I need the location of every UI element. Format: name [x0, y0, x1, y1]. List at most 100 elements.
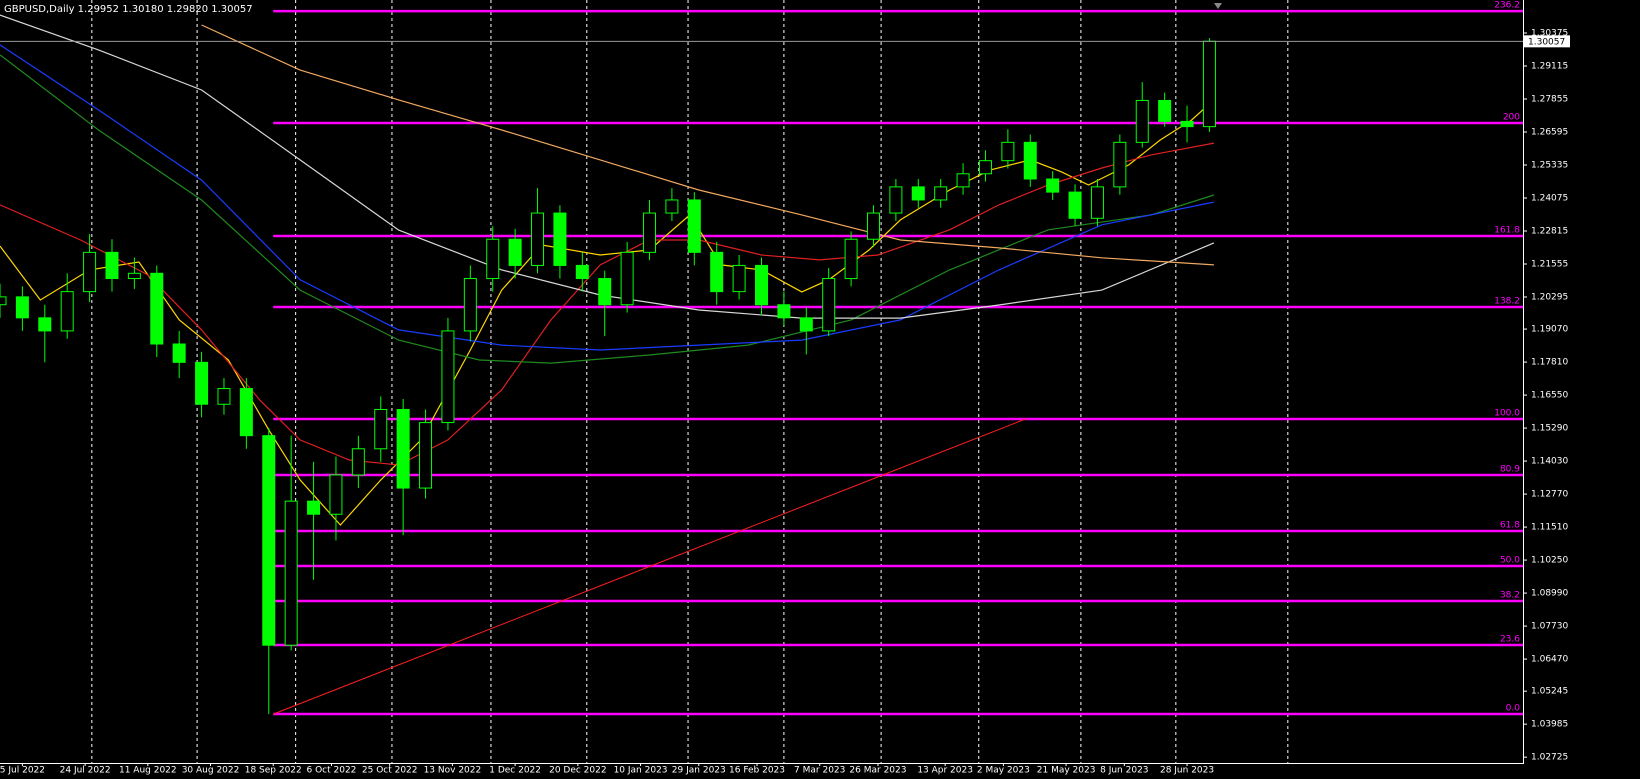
- candle-body: [643, 212, 657, 253]
- y-tick-label: 1.08990: [1531, 589, 1568, 599]
- x-tick-label: 8 Jun 2023: [1100, 766, 1148, 776]
- fibo-label: 23.6: [1500, 634, 1520, 644]
- y-tick-label: 1.20295: [1531, 292, 1568, 302]
- candle-body: [1090, 186, 1104, 219]
- x-tick-label: 13 Apr 2023: [917, 766, 973, 776]
- x-tick-label: 6 Oct 2022: [307, 766, 357, 776]
- candle-body: [531, 212, 545, 266]
- candle-body: [598, 278, 612, 306]
- candle-body: [710, 251, 724, 293]
- y-tick-label: 1.26595: [1531, 127, 1568, 137]
- x-tick-label: 10 Jan 2023: [614, 766, 668, 776]
- current-price-label: 1.30057: [1528, 37, 1565, 47]
- y-tick-label: 1.12770: [1531, 490, 1568, 500]
- y-tick-label: 1.06470: [1531, 655, 1568, 665]
- candle-body: [866, 212, 880, 240]
- candle-body: [329, 474, 343, 515]
- y-tick-label: 1.03985: [1531, 720, 1568, 730]
- candle-body: [463, 278, 477, 332]
- candle-body: [934, 186, 948, 201]
- y-tick-label: 1.10250: [1531, 556, 1568, 566]
- candle-body: [1180, 120, 1194, 128]
- candle-body: [486, 238, 500, 280]
- moving-average: [0, 54, 1215, 364]
- x-tick-label: 18 Sep 2022: [245, 766, 302, 776]
- candle-body: [1113, 141, 1127, 188]
- candle-body: [1135, 99, 1149, 143]
- y-tick-label: 1.27855: [1531, 94, 1568, 104]
- x-tick-label: 7 Mar 2023: [794, 766, 845, 776]
- fibo-label: 236.2: [1494, 1, 1520, 11]
- y-tick-label: 1.16550: [1531, 391, 1568, 401]
- candle-body: [127, 272, 141, 280]
- candle-body: [172, 343, 186, 363]
- moving-average: [201, 24, 1214, 266]
- x-tick-label: 28 Jun 2023: [1160, 766, 1214, 776]
- y-tick-label: 1.17810: [1531, 358, 1568, 368]
- candle-body: [1001, 141, 1015, 162]
- candle-body: [105, 251, 119, 280]
- x-tick-label: 2 May 2023: [977, 766, 1030, 776]
- x-tick-label: 24 Jul 2022: [60, 766, 111, 776]
- y-tick-label: 1.29115: [1531, 61, 1568, 71]
- candle-body: [150, 272, 164, 345]
- candle-body: [60, 291, 74, 332]
- moving-average: [0, 44, 1215, 351]
- candle-body: [1068, 191, 1082, 219]
- y-tick-label: 1.21555: [1531, 259, 1568, 269]
- fibo-label: 161.8: [1494, 226, 1520, 236]
- y-tick-label: 1.15290: [1531, 424, 1568, 434]
- x-tick-label: 11 Aug 2022: [119, 766, 177, 776]
- candle-body: [822, 278, 836, 332]
- chart-header: GBPUSD,Daily 1.29952 1.30180 1.29820 1.3…: [4, 4, 253, 15]
- fibo-label: 0.0: [1506, 703, 1521, 713]
- x-tick-label: 13 Nov 2022: [424, 766, 482, 776]
- x-tick-label: 20 Dec 2022: [549, 766, 607, 776]
- candle-body: [239, 388, 253, 437]
- candle-body: [978, 160, 992, 175]
- x-tick-label: 21 May 2023: [1037, 766, 1096, 776]
- moving-average: [0, 142, 1215, 466]
- fibo-label: 80.9: [1500, 465, 1520, 475]
- candle-body: [508, 238, 522, 266]
- fibo-label: 38.2: [1500, 590, 1520, 600]
- candle-body: [284, 500, 298, 646]
- moving-average: [0, 99, 1215, 526]
- candle-body: [307, 500, 321, 515]
- candle-body: [441, 330, 455, 424]
- trendline: [273, 418, 1026, 715]
- candle-body: [1046, 178, 1060, 193]
- y-tick-label: 1.25335: [1531, 160, 1568, 170]
- y-tick-label: 1.19070: [1531, 325, 1568, 335]
- shift-marker: [1214, 3, 1222, 9]
- candle-body: [262, 435, 276, 646]
- x-tick-label: 1 Dec 2022: [489, 766, 541, 776]
- candle-body: [195, 361, 209, 405]
- fibo-label: 61.8: [1500, 521, 1520, 531]
- candle-body: [351, 448, 365, 476]
- fibo-label: 200: [1503, 112, 1520, 122]
- candle-body: [575, 264, 589, 280]
- fibo-label: 50.0: [1500, 555, 1520, 565]
- fibo-label: 100.0: [1494, 408, 1520, 418]
- x-tick-label: 29 Jan 2023: [672, 766, 726, 776]
- candle-body: [1023, 141, 1037, 180]
- x-tick-label: 25 Oct 2022: [362, 766, 418, 776]
- y-tick-label: 1.14030: [1531, 457, 1568, 467]
- y-tick-label: 1.22815: [1531, 226, 1568, 236]
- candle-body: [0, 296, 7, 306]
- x-tick-label: 5 Jul 2022: [0, 766, 45, 776]
- x-tick-label: 16 Feb 2023: [729, 766, 785, 776]
- candle-body: [844, 238, 858, 280]
- candle-body: [799, 317, 813, 332]
- candle-body: [15, 296, 29, 319]
- y-tick-label: 1.07730: [1531, 622, 1568, 632]
- candle-body: [1202, 40, 1216, 128]
- candle-body: [419, 422, 433, 489]
- y-tick-label: 1.02725: [1531, 753, 1568, 763]
- x-tick-label: 30 Aug 2022: [182, 766, 240, 776]
- candle-body: [665, 199, 679, 214]
- candle-body: [956, 173, 970, 188]
